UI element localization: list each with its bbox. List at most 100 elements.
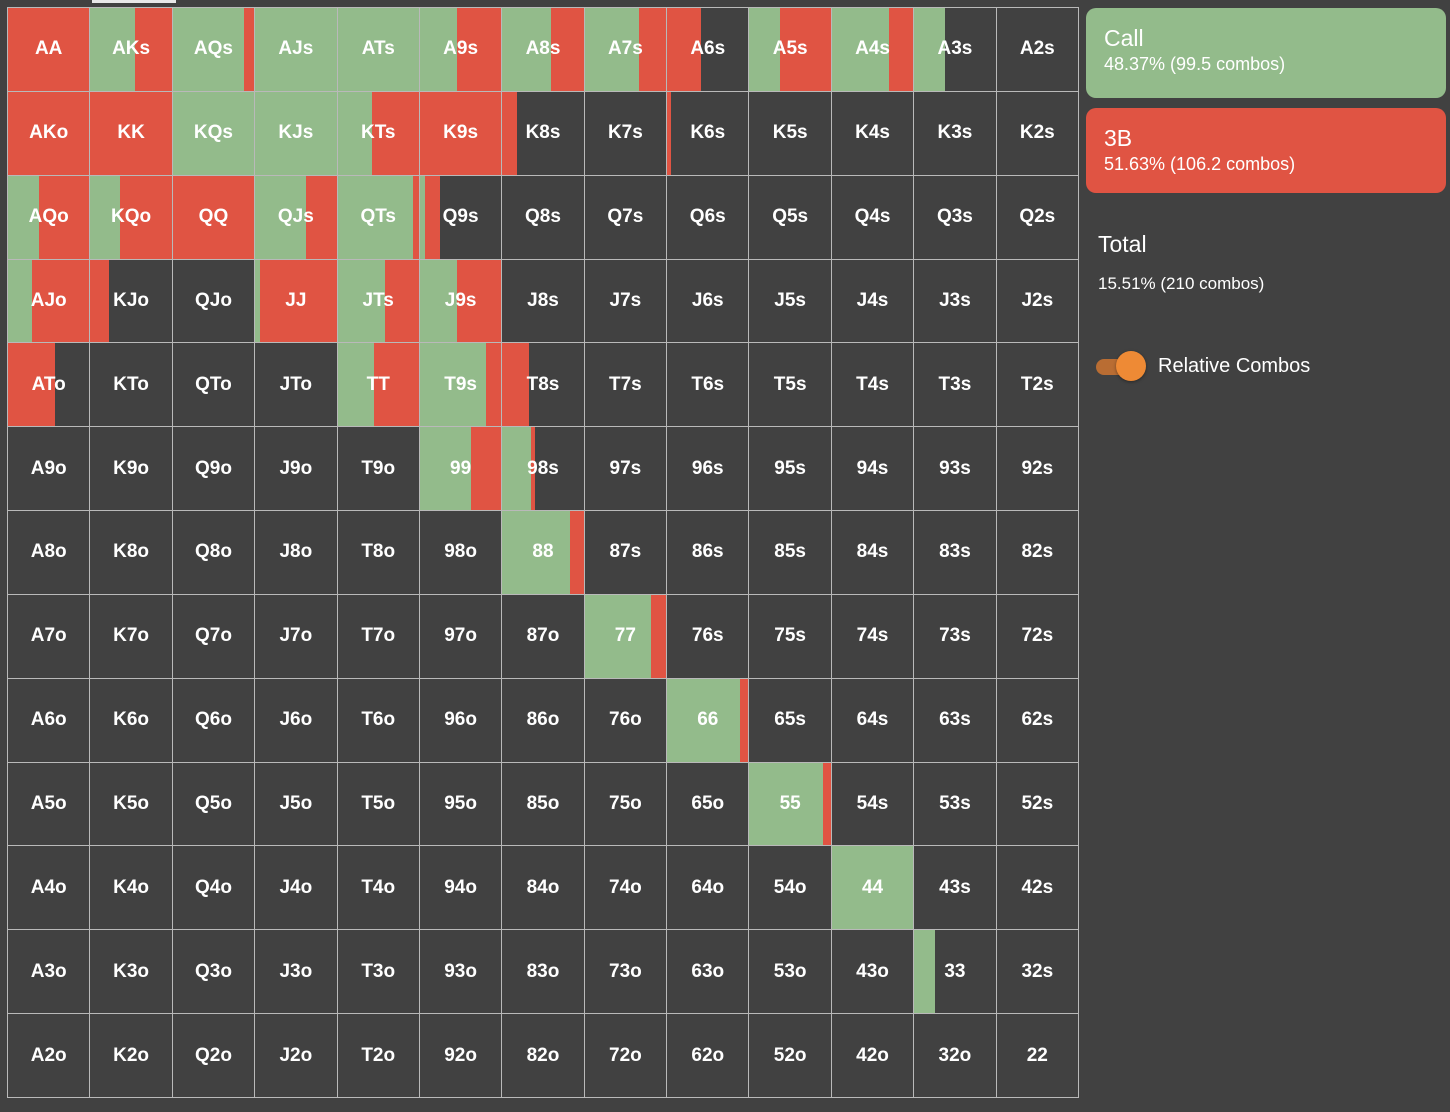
hand-cell-k7s[interactable]: K7s	[584, 91, 668, 176]
hand-cell-95s[interactable]: 95s	[749, 427, 832, 512]
hand-cell-k9o[interactable]: K9o	[90, 427, 173, 512]
hand-cell-22[interactable]: 22	[996, 1014, 1079, 1098]
hand-cell-a8o[interactable]: A8o	[8, 511, 91, 595]
hand-cell-aqo[interactable]: AQo	[8, 175, 91, 260]
hand-cell-q8s[interactable]: Q8s	[502, 175, 585, 260]
hand-cell-62s[interactable]: 62s	[996, 678, 1079, 763]
hand-cell-kjs[interactable]: KJs	[255, 91, 338, 176]
hand-cell-a2o[interactable]: A2o	[8, 1014, 91, 1098]
hand-cell-q2o[interactable]: Q2o	[172, 1014, 256, 1098]
hand-cell-52s[interactable]: 52s	[996, 762, 1079, 847]
hand-cell-k5s[interactable]: K5s	[749, 91, 832, 176]
hand-cell-aks[interactable]: AKs	[90, 8, 173, 92]
hand-cell-ajo[interactable]: AJo	[8, 259, 91, 344]
hand-cell-84s[interactable]: 84s	[831, 511, 915, 595]
hand-cell-92s[interactable]: 92s	[996, 427, 1079, 512]
hand-cell-tt[interactable]: TT	[337, 343, 420, 428]
hand-cell-a6o[interactable]: A6o	[8, 678, 91, 763]
hand-cell-j3o[interactable]: J3o	[255, 930, 338, 1015]
hand-cell-kqs[interactable]: KQs	[172, 91, 256, 176]
hand-cell-qts[interactable]: QTs	[337, 175, 420, 260]
hand-cell-52o[interactable]: 52o	[749, 1014, 832, 1098]
hand-cell-t4s[interactable]: T4s	[831, 343, 915, 428]
hand-cell-92o[interactable]: 92o	[419, 1014, 503, 1098]
hand-cell-82s[interactable]: 82s	[996, 511, 1079, 595]
hand-cell-a2s[interactable]: A2s	[996, 8, 1079, 92]
hand-cell-97o[interactable]: 97o	[419, 594, 503, 679]
hand-cell-t5o[interactable]: T5o	[337, 762, 420, 847]
hand-cell-74o[interactable]: 74o	[584, 846, 668, 931]
hand-cell-a6s[interactable]: A6s	[667, 8, 750, 92]
hand-cell-93o[interactable]: 93o	[419, 930, 503, 1015]
hand-cell-kk[interactable]: KK	[90, 91, 173, 176]
hand-cell-k4s[interactable]: K4s	[831, 91, 915, 176]
hand-cell-j5s[interactable]: J5s	[749, 259, 832, 344]
hand-cell-98o[interactable]: 98o	[419, 511, 503, 595]
hand-cell-55[interactable]: 55	[749, 762, 832, 847]
hand-cell-63s[interactable]: 63s	[914, 678, 997, 763]
hand-cell-kto[interactable]: KTo	[90, 343, 173, 428]
hand-cell-qjo[interactable]: QJo	[172, 259, 256, 344]
hand-cell-q5s[interactable]: Q5s	[749, 175, 832, 260]
hand-cell-a4o[interactable]: A4o	[8, 846, 91, 931]
hand-cell-83s[interactable]: 83s	[914, 511, 997, 595]
hand-cell-q2s[interactable]: Q2s	[996, 175, 1079, 260]
hand-cell-42o[interactable]: 42o	[831, 1014, 915, 1098]
hand-cell-a3o[interactable]: A3o	[8, 930, 91, 1015]
hand-cell-k5o[interactable]: K5o	[90, 762, 173, 847]
hand-cell-85s[interactable]: 85s	[749, 511, 832, 595]
hand-cell-82o[interactable]: 82o	[502, 1014, 585, 1098]
hand-cell-94o[interactable]: 94o	[419, 846, 503, 931]
hand-cell-q3s[interactable]: Q3s	[914, 175, 997, 260]
hand-cell-t6o[interactable]: T6o	[337, 678, 420, 763]
hand-cell-k6s[interactable]: K6s	[667, 91, 750, 176]
hand-cell-q5o[interactable]: Q5o	[172, 762, 256, 847]
hand-cell-83o[interactable]: 83o	[502, 930, 585, 1015]
hand-cell-j6o[interactable]: J6o	[255, 678, 338, 763]
hand-cell-k3o[interactable]: K3o	[90, 930, 173, 1015]
hand-cell-j7s[interactable]: J7s	[584, 259, 668, 344]
hand-cell-j3s[interactable]: J3s	[914, 259, 997, 344]
hand-cell-84o[interactable]: 84o	[502, 846, 585, 931]
hand-cell-75o[interactable]: 75o	[584, 762, 668, 847]
hand-cell-54s[interactable]: 54s	[831, 762, 915, 847]
call-action-card[interactable]: Call 48.37% (99.5 combos)	[1086, 8, 1446, 98]
hand-cell-88[interactable]: 88	[502, 511, 585, 595]
hand-cell-43o[interactable]: 43o	[831, 930, 915, 1015]
hand-cell-t2o[interactable]: T2o	[337, 1014, 420, 1098]
hand-cell-k9s[interactable]: K9s	[419, 91, 503, 176]
hand-cell-75s[interactable]: 75s	[749, 594, 832, 679]
hand-cell-73s[interactable]: 73s	[914, 594, 997, 679]
hand-cell-jto[interactable]: JTo	[255, 343, 338, 428]
hand-cell-85o[interactable]: 85o	[502, 762, 585, 847]
hand-cell-j5o[interactable]: J5o	[255, 762, 338, 847]
hand-cell-ats[interactable]: ATs	[337, 8, 420, 92]
hand-cell-32s[interactable]: 32s	[996, 930, 1079, 1015]
hand-cell-a8s[interactable]: A8s	[502, 8, 585, 92]
hand-cell-j7o[interactable]: J7o	[255, 594, 338, 679]
hand-cell-j4o[interactable]: J4o	[255, 846, 338, 931]
hand-cell-86o[interactable]: 86o	[502, 678, 585, 763]
hand-cell-k6o[interactable]: K6o	[90, 678, 173, 763]
hand-cell-96s[interactable]: 96s	[667, 427, 750, 512]
hand-cell-ako[interactable]: AKo	[8, 91, 91, 176]
hand-cell-q8o[interactable]: Q8o	[172, 511, 256, 595]
hand-cell-k8s[interactable]: K8s	[502, 91, 585, 176]
hand-cell-k7o[interactable]: K7o	[90, 594, 173, 679]
hand-cell-jj[interactable]: JJ	[255, 259, 338, 344]
hand-cell-j2o[interactable]: J2o	[255, 1014, 338, 1098]
hand-cell-t3o[interactable]: T3o	[337, 930, 420, 1015]
hand-cell-qto[interactable]: QTo	[172, 343, 256, 428]
hand-cell-t7s[interactable]: T7s	[584, 343, 668, 428]
hand-cell-97s[interactable]: 97s	[584, 427, 668, 512]
hand-cell-76s[interactable]: 76s	[667, 594, 750, 679]
hand-cell-32o[interactable]: 32o	[914, 1014, 997, 1098]
hand-cell-k4o[interactable]: K4o	[90, 846, 173, 931]
hand-cell-q3o[interactable]: Q3o	[172, 930, 256, 1015]
hand-cell-t8o[interactable]: T8o	[337, 511, 420, 595]
hand-cell-j8o[interactable]: J8o	[255, 511, 338, 595]
hand-cell-ajs[interactable]: AJs	[255, 8, 338, 92]
hand-cell-qq[interactable]: QQ	[172, 175, 256, 260]
hand-cell-kts[interactable]: KTs	[337, 91, 420, 176]
hand-cell-94s[interactable]: 94s	[831, 427, 915, 512]
